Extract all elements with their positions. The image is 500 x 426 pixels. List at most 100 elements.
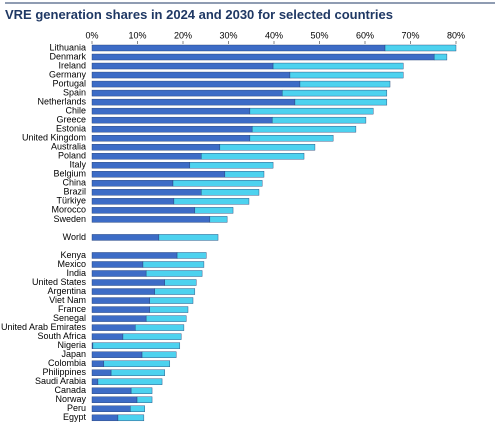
bar-segment [91,234,160,241]
bar-segment [299,80,391,88]
bar-segment [164,279,197,286]
bar-segment [91,53,435,61]
x-tick-label: 50% [310,30,328,40]
bar-segment [289,71,404,79]
y-tick-label: Peru [67,403,86,413]
bar-segment [103,360,171,367]
x-tick-label: 0% [85,30,98,40]
bar-segment [194,207,234,214]
bar-segment [271,116,367,124]
y-tick-label: Italy [69,160,86,170]
bar-segment [91,270,147,277]
bar-segment [130,387,153,394]
bar-segment [91,360,105,367]
bar-segment [251,125,357,133]
y-tick-label: Lithuania [49,42,86,52]
y-tick-label: Saudi Arabia [35,376,86,386]
bar-segment [91,279,166,286]
y-tick-label: United Arab Emirates [1,322,87,332]
bar-segment [91,396,138,403]
x-tick-label: 60% [356,30,374,40]
y-tick-label: Greece [56,115,86,125]
bar-segment [91,180,174,187]
bar-segment [91,378,99,385]
y-tick-label: Spain [63,87,86,97]
bar-segment [91,144,221,151]
y-tick-label: World [63,232,86,242]
bar-segment [91,162,191,169]
x-tick-label: 80% [447,30,465,40]
bar-segment [91,107,251,115]
y-tick-label: Estonia [56,124,86,134]
bar-segment [91,207,196,214]
y-tick-label: Viet Nam [49,295,86,305]
bar-segment [249,107,374,115]
bar-segment [91,62,274,70]
x-tick-label: 30% [219,30,237,40]
bar-segment [91,98,296,106]
bar-segment [91,306,150,313]
y-tick-label: Canada [54,385,86,395]
y-tick-label: Poland [58,151,86,161]
bar-segment [91,89,283,97]
y-tick-label: Nigeria [57,340,86,350]
y-tick-label: Kenya [60,250,86,260]
chart-title: VRE generation shares in 2024 and 2030 f… [5,7,393,22]
bar-segment [117,414,145,422]
bar-segment [91,315,147,322]
y-tick-label: Denmark [49,51,86,61]
bar-segment [158,234,219,241]
y-tick-label: Senegal [53,313,86,323]
y-tick-label: South Africa [37,331,86,341]
bar-segment [141,351,177,358]
bar-segment [149,297,194,304]
bar-segment [91,297,150,304]
bar-segment [91,153,202,160]
bar-segment [91,198,175,205]
y-tick-label: Japan [61,349,86,359]
bar-segment [91,125,253,133]
bar-segment [91,116,273,124]
bar-segment [384,44,457,52]
bar-segment [200,153,305,160]
bar-segment [272,62,404,70]
y-tick-label: Brazil [63,187,86,197]
x-tick-label: 20% [174,30,192,40]
y-tick-label: Philippines [42,367,86,377]
bar-segment [91,288,155,295]
bar-segment [97,378,163,385]
y-tick-label: Sweden [53,214,86,224]
bar-segment [91,369,112,376]
y-tick-label: China [62,178,86,188]
x-tick-label: 70% [401,30,419,40]
bar-segment [91,171,226,178]
bar-segment [91,405,131,412]
x-tick-label: 10% [128,30,146,40]
bar-segment [91,252,178,259]
bar-segment [136,396,153,403]
bar-segment [142,261,205,268]
y-tick-label: Norway [55,394,86,404]
bar-segment [281,89,388,97]
bar-segment [209,216,228,223]
y-tick-label: Chile [65,106,86,116]
bar-segment [145,315,187,322]
y-tick-label: United States [32,277,87,287]
bar-segment [110,369,165,376]
y-tick-label: France [58,304,86,314]
bar-segment [91,134,251,142]
y-tick-label: Egypt [63,412,87,422]
y-tick-label: Germany [49,69,87,79]
bar-segment [122,333,182,340]
y-tick-label: Mexico [57,259,86,269]
y-tick-label: Türkiye [56,196,86,206]
bar-segment [294,98,388,106]
y-tick-label: India [66,268,86,278]
y-tick-label: Morocco [51,205,86,215]
bar-segment [91,71,291,79]
bar-segment [92,342,181,349]
y-tick-label: Argentina [47,286,86,296]
y-tick-label: Netherlands [37,96,86,106]
y-tick-label: Portugal [52,78,86,88]
